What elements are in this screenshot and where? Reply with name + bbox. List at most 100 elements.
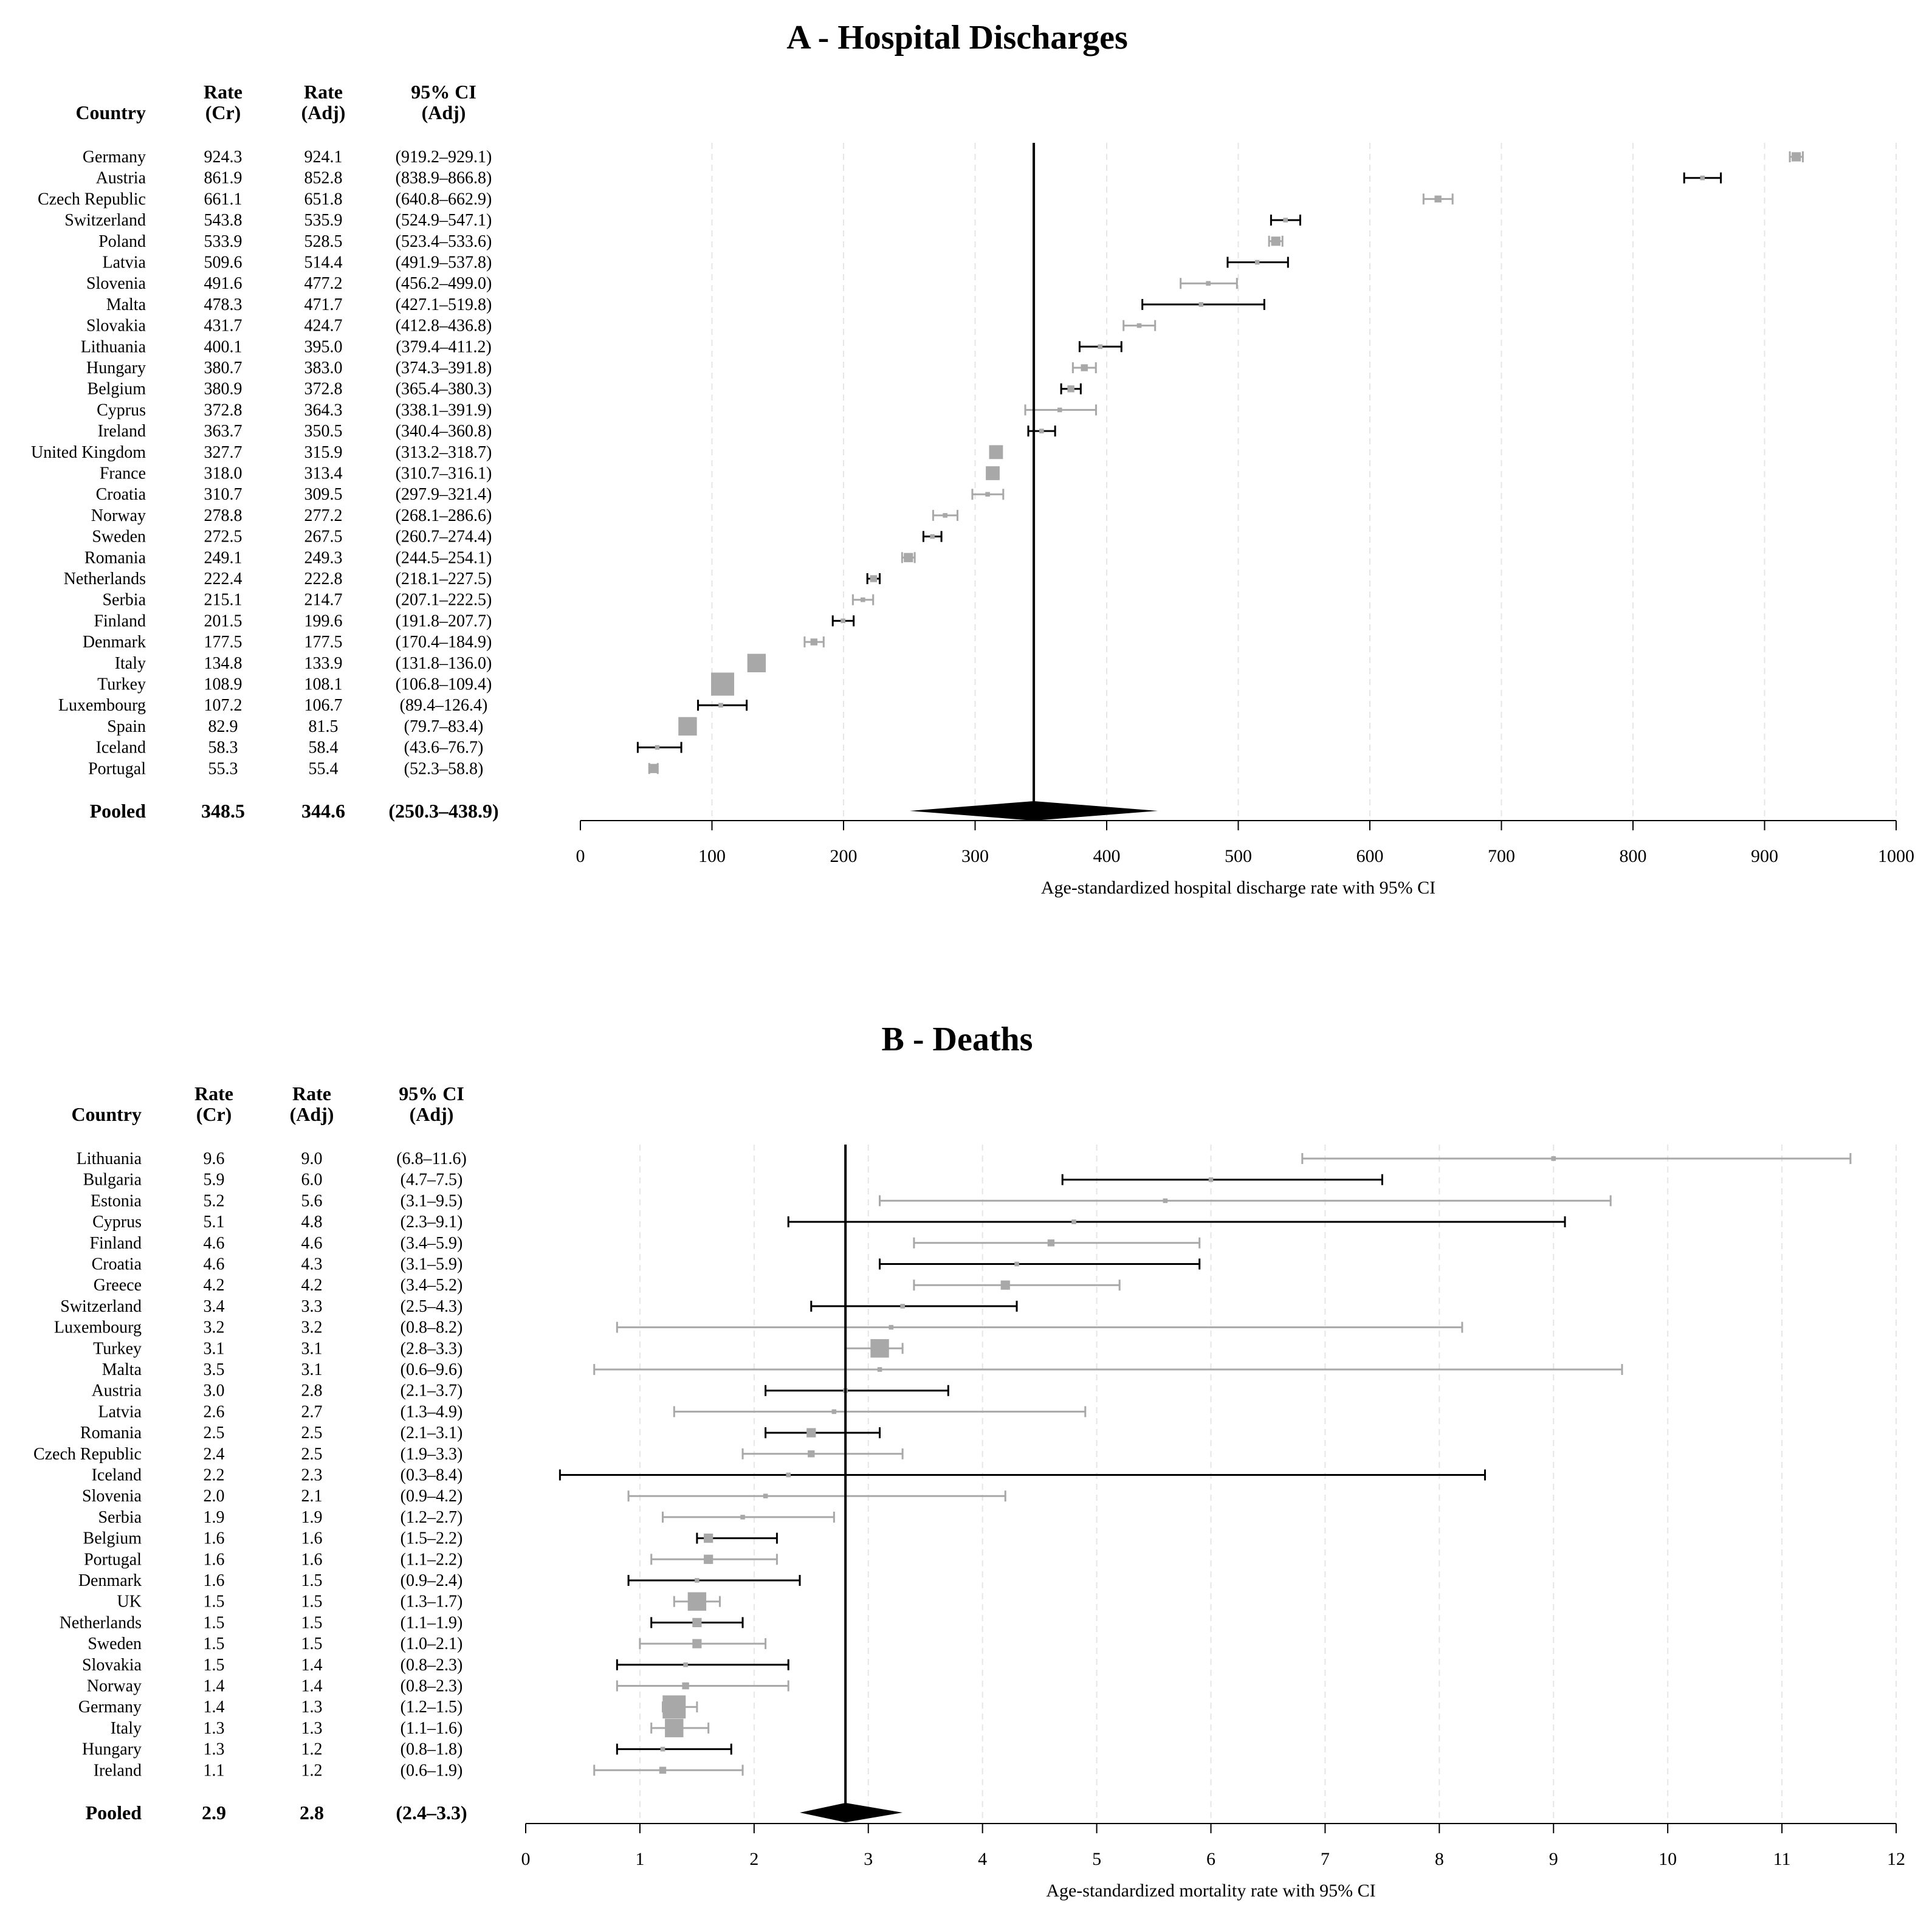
ci-value: (0.8–8.2)	[400, 1318, 463, 1337]
rate-adjusted-value: 514.4	[304, 253, 343, 272]
table-row: Finland 201.5 199.6 (191.8–207.7)	[94, 611, 855, 630]
ci-value: (0.6–9.6)	[400, 1360, 463, 1379]
header-country: Country	[71, 1103, 142, 1125]
ci-value: (2.5–4.3)	[400, 1297, 463, 1316]
rate-adjusted-value: 471.7	[304, 295, 343, 314]
ci-value: (244.5–254.1)	[396, 548, 492, 567]
table-row: Norway 278.8 277.2 (268.1–286.6)	[91, 506, 958, 525]
country-label: United Kingdom	[31, 443, 146, 462]
ci-value: (3.4–5.2)	[400, 1276, 463, 1295]
rate-crude-value: 2.0	[204, 1487, 225, 1506]
rate-crude-value: 107.2	[204, 696, 242, 715]
x-tick-label: 2	[749, 1849, 758, 1869]
country-label: Ireland	[94, 1761, 142, 1780]
rate-adjusted-value: 1.9	[301, 1508, 323, 1527]
country-label: Ireland	[98, 422, 146, 441]
ci-value: (6.8–11.6)	[396, 1149, 467, 1168]
table-row: Romania 249.1 249.3 (244.5–254.1)	[84, 548, 916, 567]
table-row: Spain 82.9 81.5 (79.7–83.4)	[107, 717, 697, 736]
country-label: Austria	[92, 1382, 142, 1400]
ci-value: (1.0–2.1)	[400, 1634, 463, 1653]
rate-crude-value: 3.5	[204, 1360, 225, 1379]
ci-value: (2.8–3.3)	[400, 1339, 463, 1358]
table-row: Lithuania 9.6 9.0 (6.8–11.6)	[77, 1149, 1852, 1168]
point-estimate-marker	[692, 1617, 702, 1627]
point-estimate-marker	[1208, 1177, 1214, 1182]
rate-crude-value: 1.5	[204, 1656, 225, 1675]
ci-value: (1.3–4.9)	[400, 1402, 463, 1421]
rate-crude-value: 2.2	[204, 1466, 225, 1485]
rate-adjusted-value: 1.3	[301, 1719, 323, 1738]
rate-adjusted-value: 315.9	[304, 443, 343, 462]
ci-value: (1.1–2.2)	[400, 1550, 463, 1569]
point-estimate-marker	[1014, 1261, 1019, 1267]
table-row: Turkey 3.1 3.1 (2.8–3.3)	[93, 1339, 904, 1358]
ci-value: (919.2–929.1)	[396, 148, 492, 167]
rate-adjusted-value: 2.3	[301, 1466, 323, 1485]
point-estimate-marker	[841, 618, 845, 624]
rate-adjusted-value: 133.9	[304, 654, 343, 673]
x-axis-title: Age-standardized mortality rate with 95%…	[1046, 1881, 1375, 1901]
x-tick-label: 400	[1093, 846, 1121, 866]
rate-adjusted-value: 277.2	[304, 506, 343, 525]
country-label: Austria	[96, 169, 146, 188]
x-tick-label: 800	[1620, 846, 1647, 866]
country-label: Netherlands	[60, 1613, 142, 1632]
country-label: Germany	[78, 1698, 142, 1717]
ci-value: (523.4–533.6)	[396, 232, 492, 251]
rate-crude-value: 201.5	[204, 611, 242, 630]
point-estimate-marker	[1047, 1239, 1055, 1247]
rate-adjusted-value: 1.5	[301, 1634, 323, 1653]
table-row: Greece 4.2 4.2 (3.4–5.2)	[94, 1276, 1121, 1295]
ci-value: (0.3–8.4)	[400, 1466, 463, 1485]
ci-value: (3.1–5.9)	[400, 1255, 463, 1274]
ci-value: (52.3–58.8)	[404, 759, 484, 778]
country-label: Latvia	[98, 1402, 142, 1421]
table-row: Slovakia 1.5 1.4 (0.8–2.3)	[82, 1656, 789, 1675]
x-tick-label: 12	[1887, 1849, 1905, 1869]
table-row: Iceland 58.3 58.4 (43.6–76.7)	[96, 739, 682, 757]
country-label: Hungary	[86, 359, 146, 377]
table-row: Estonia 5.2 5.6 (3.1–9.5)	[91, 1191, 1612, 1210]
rate-crude-value: 3.2	[204, 1318, 225, 1337]
ci-value: (79.7–83.4)	[404, 717, 484, 736]
rate-adjusted-value: 2.1	[301, 1487, 323, 1506]
table-row: Slovenia 2.0 2.1 (0.9–4.2)	[82, 1487, 1006, 1506]
point-estimate-marker	[1792, 152, 1801, 162]
rate-adjusted-value: 2.7	[301, 1402, 323, 1421]
country-label: Portugal	[88, 759, 146, 778]
point-estimate-marker	[985, 492, 990, 497]
x-tick-label: 1000	[1878, 846, 1914, 866]
point-estimate-marker	[1271, 236, 1281, 246]
ci-value: (89.4–126.4)	[400, 696, 488, 715]
table-row: UK 1.5 1.5 (1.3–1.7)	[117, 1592, 721, 1611]
table-row: Italy 1.3 1.3 (1.1–1.6)	[111, 1718, 710, 1738]
point-estimate-marker	[687, 1592, 707, 1611]
point-estimate-marker	[900, 1304, 905, 1309]
ci-value: (191.8–207.7)	[396, 611, 492, 630]
ci-value: (170.4–184.9)	[396, 633, 492, 652]
x-tick-label: 3	[864, 1849, 873, 1869]
rate-adjusted-value: 106.7	[304, 696, 343, 715]
country-label: Slovakia	[86, 317, 146, 336]
rate-crude-value: 3.4	[204, 1297, 225, 1316]
table-row: Switzerland 3.4 3.3 (2.5–4.3)	[60, 1297, 1018, 1316]
rate-crude-value: 4.6	[204, 1255, 225, 1274]
table-row: Iceland 2.2 2.3 (0.3–8.4)	[92, 1466, 1486, 1485]
ci-value: (131.8–136.0)	[396, 654, 492, 673]
point-estimate-marker	[747, 653, 766, 672]
x-tick-label: 900	[1751, 846, 1778, 866]
point-estimate-marker	[659, 1766, 667, 1774]
ci-value: (640.8–662.9)	[396, 190, 492, 208]
ci-value: (838.9–866.8)	[396, 169, 492, 188]
country-label: Slovakia	[82, 1656, 142, 1675]
ci-value: (427.1–519.8)	[396, 295, 492, 314]
country-label: Lithuania	[77, 1149, 142, 1168]
rate-crude-value: 372.8	[204, 401, 242, 419]
table-row: Cyprus 5.1 4.8 (2.3–9.1)	[92, 1213, 1566, 1231]
table-row: Luxembourg 3.2 3.2 (0.8–8.2)	[54, 1318, 1463, 1337]
rate-adjusted-value: 58.4	[309, 739, 339, 757]
rate-adjusted-value: 1.2	[301, 1761, 323, 1780]
